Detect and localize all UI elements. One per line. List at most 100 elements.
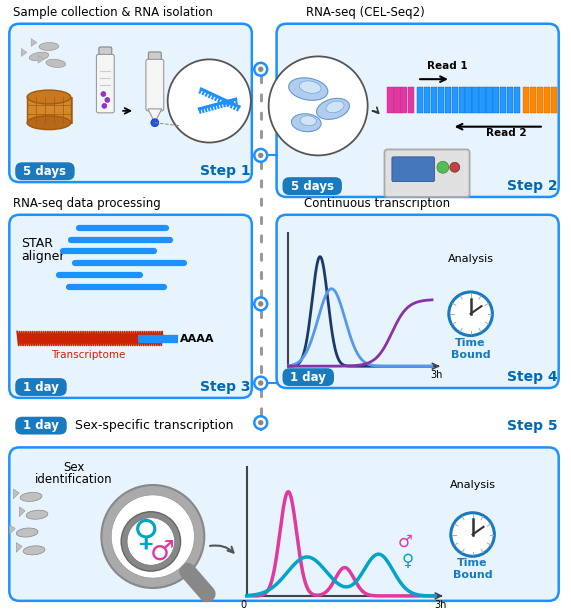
Ellipse shape	[46, 60, 66, 68]
Text: ♂: ♂	[150, 537, 175, 565]
FancyBboxPatch shape	[392, 157, 435, 182]
Ellipse shape	[16, 528, 38, 537]
FancyBboxPatch shape	[283, 368, 334, 386]
Text: RNA-seq data processing: RNA-seq data processing	[13, 197, 161, 210]
Text: Step 2: Step 2	[507, 179, 558, 193]
Circle shape	[254, 376, 267, 389]
Ellipse shape	[291, 114, 321, 131]
Ellipse shape	[300, 116, 316, 126]
FancyBboxPatch shape	[493, 87, 500, 113]
Circle shape	[101, 91, 106, 96]
FancyBboxPatch shape	[9, 448, 558, 601]
FancyBboxPatch shape	[394, 87, 400, 113]
Text: Transcriptome: Transcriptome	[51, 351, 126, 360]
Polygon shape	[16, 542, 22, 553]
Text: Analysis: Analysis	[448, 254, 493, 264]
FancyBboxPatch shape	[465, 87, 472, 113]
Circle shape	[254, 63, 267, 76]
FancyBboxPatch shape	[96, 55, 114, 113]
Text: Read 1: Read 1	[427, 61, 468, 71]
Circle shape	[258, 420, 263, 426]
Circle shape	[111, 495, 194, 578]
Text: identification: identification	[35, 473, 112, 486]
FancyBboxPatch shape	[486, 87, 493, 113]
Polygon shape	[9, 524, 15, 535]
Circle shape	[121, 511, 180, 571]
Text: Step 1: Step 1	[200, 164, 251, 178]
Polygon shape	[38, 55, 44, 63]
FancyBboxPatch shape	[408, 87, 415, 113]
Text: Sex-specific transcription: Sex-specific transcription	[75, 419, 233, 432]
Text: Step 4: Step 4	[507, 370, 558, 384]
Text: 1 day: 1 day	[290, 371, 326, 384]
Text: Step 5: Step 5	[507, 419, 558, 433]
Circle shape	[105, 98, 110, 103]
FancyBboxPatch shape	[507, 87, 513, 113]
Circle shape	[254, 416, 267, 429]
Text: ♀: ♀	[401, 552, 413, 570]
Polygon shape	[31, 39, 37, 47]
Text: Time: Time	[455, 338, 486, 349]
Ellipse shape	[27, 116, 71, 130]
Ellipse shape	[316, 98, 349, 119]
Text: 3h: 3h	[431, 370, 443, 380]
Circle shape	[258, 380, 263, 386]
FancyBboxPatch shape	[431, 87, 437, 113]
FancyBboxPatch shape	[27, 97, 71, 123]
FancyBboxPatch shape	[523, 87, 529, 113]
Ellipse shape	[29, 52, 49, 61]
FancyBboxPatch shape	[276, 215, 558, 388]
FancyBboxPatch shape	[472, 87, 478, 113]
FancyBboxPatch shape	[452, 87, 458, 113]
Ellipse shape	[26, 510, 48, 519]
Text: ♀: ♀	[132, 518, 159, 551]
Circle shape	[102, 485, 204, 588]
Text: aligner: aligner	[21, 251, 65, 263]
FancyBboxPatch shape	[15, 417, 67, 435]
FancyBboxPatch shape	[550, 87, 557, 113]
Text: Bound: Bound	[451, 351, 490, 360]
Text: Bound: Bound	[453, 570, 492, 580]
Text: ♂: ♂	[398, 532, 413, 550]
Text: Step 3: Step 3	[200, 380, 251, 394]
FancyBboxPatch shape	[424, 87, 430, 113]
FancyBboxPatch shape	[387, 87, 393, 113]
Circle shape	[102, 103, 107, 108]
Circle shape	[451, 513, 494, 556]
FancyBboxPatch shape	[146, 60, 164, 111]
Ellipse shape	[299, 81, 321, 93]
Circle shape	[258, 66, 263, 72]
Ellipse shape	[23, 546, 45, 555]
FancyBboxPatch shape	[15, 162, 75, 180]
Text: 5 days: 5 days	[291, 179, 333, 193]
Ellipse shape	[326, 101, 344, 112]
Circle shape	[269, 56, 368, 155]
Text: Sex: Sex	[63, 461, 85, 474]
Text: Continuous transcription: Continuous transcription	[304, 197, 451, 210]
FancyBboxPatch shape	[384, 149, 469, 197]
FancyBboxPatch shape	[283, 177, 342, 195]
Circle shape	[450, 162, 460, 172]
FancyBboxPatch shape	[99, 47, 112, 60]
Text: 3h: 3h	[435, 600, 447, 610]
Text: STAR: STAR	[21, 236, 53, 249]
Text: Sample collection & RNA isolation: Sample collection & RNA isolation	[13, 6, 213, 19]
Polygon shape	[148, 109, 162, 123]
Circle shape	[254, 149, 267, 162]
Circle shape	[127, 518, 175, 565]
Circle shape	[449, 292, 492, 335]
Text: AAAA: AAAA	[179, 333, 214, 343]
Text: 5 days: 5 days	[23, 165, 66, 177]
Circle shape	[258, 301, 263, 306]
FancyBboxPatch shape	[276, 24, 558, 197]
Circle shape	[168, 60, 251, 142]
Ellipse shape	[289, 78, 328, 100]
Text: 0: 0	[241, 600, 247, 610]
FancyBboxPatch shape	[479, 87, 486, 113]
Text: 1 day: 1 day	[23, 381, 59, 394]
FancyBboxPatch shape	[537, 87, 543, 113]
FancyBboxPatch shape	[148, 52, 161, 65]
Polygon shape	[13, 489, 19, 499]
FancyBboxPatch shape	[9, 24, 252, 182]
FancyBboxPatch shape	[401, 87, 408, 113]
